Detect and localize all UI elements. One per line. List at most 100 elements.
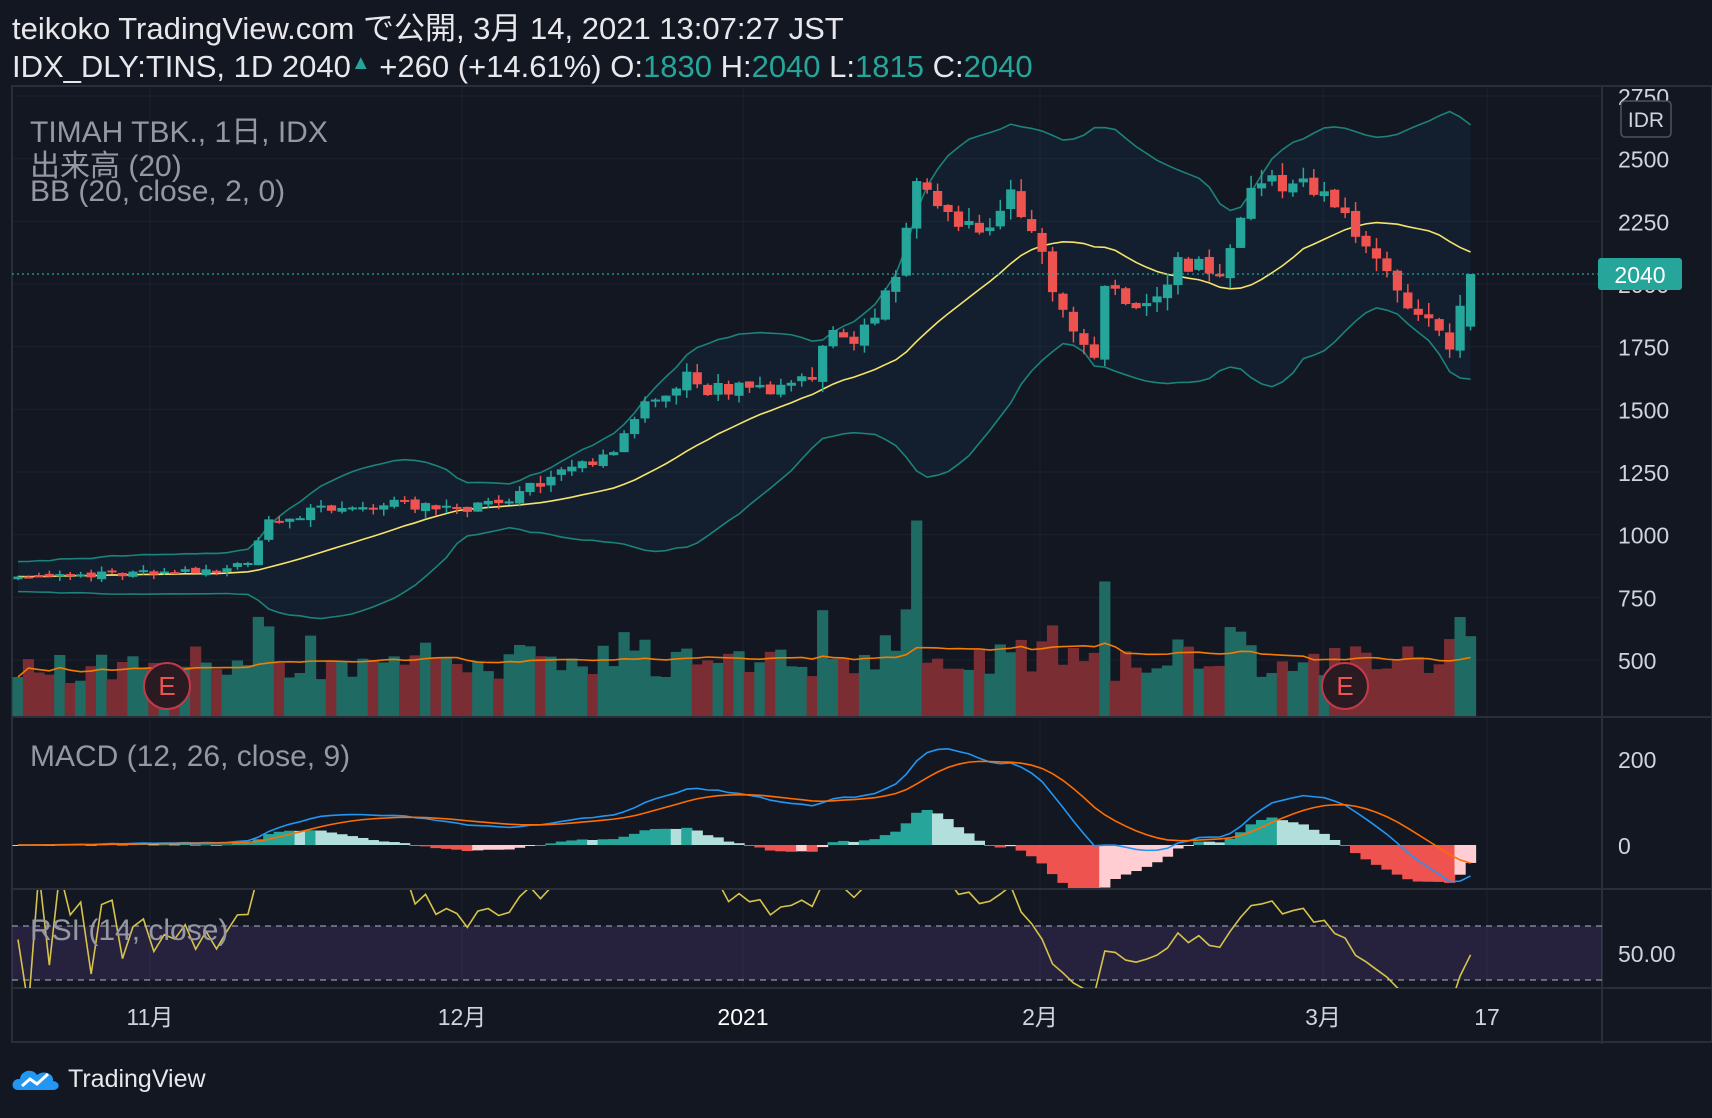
macd-histogram-bar	[419, 845, 432, 847]
candle	[191, 567, 201, 574]
candle	[107, 570, 117, 573]
candle	[76, 574, 86, 577]
volume-bar	[1245, 645, 1257, 716]
candle	[462, 506, 472, 512]
volume-bar	[106, 679, 118, 716]
rsi-tick-label: 50.00	[1618, 941, 1676, 967]
price-tick-label: 1250	[1618, 460, 1669, 486]
candle	[1006, 189, 1016, 210]
volume-bar	[346, 676, 358, 716]
volume-bar	[566, 658, 578, 716]
tradingview-logo[interactable]: TradingView	[12, 1064, 206, 1094]
high-value: 2040	[751, 49, 821, 84]
volume-bar	[545, 656, 557, 716]
macd-layer	[12, 748, 1477, 888]
macd-histogram-bar	[1464, 845, 1477, 863]
candle	[1424, 314, 1434, 319]
candle	[828, 330, 838, 347]
volume-bar	[555, 670, 567, 716]
macd-histogram-bar	[190, 844, 202, 846]
macd-histogram-bar	[200, 844, 212, 846]
volume-bar	[1224, 627, 1236, 716]
volume-bar	[670, 651, 682, 716]
candle	[1204, 256, 1214, 274]
ohlc-header: IDX_DLY:TINS, 1D 2040▲ +260 (+14.61%) O:…	[12, 46, 1033, 84]
candle	[1058, 293, 1068, 310]
last-price-badge	[1598, 257, 1682, 290]
macd-histogram-bar	[576, 839, 588, 845]
macd-histogram-bar	[482, 845, 494, 850]
bb-lower-line	[17, 307, 1471, 620]
candle	[995, 210, 1005, 227]
macd-histogram-bar	[587, 840, 599, 845]
macd-histogram-bar	[231, 843, 244, 845]
candle	[974, 222, 984, 233]
macd-histogram-bar	[1423, 845, 1435, 882]
candle	[368, 507, 378, 510]
volume-bar	[231, 660, 244, 716]
macd-histogram-bar	[639, 830, 651, 845]
candle	[1037, 232, 1047, 252]
candle	[65, 573, 75, 576]
candle	[880, 290, 890, 320]
macd-histogram-bar	[1224, 838, 1236, 845]
macd-histogram-bar	[1350, 845, 1362, 854]
macd-histogram-bar	[284, 830, 296, 845]
volume-bar	[1391, 659, 1403, 716]
macd-histogram-bar	[221, 844, 233, 846]
volume-bar	[660, 677, 672, 716]
volume-bar	[1297, 662, 1309, 716]
macd-histogram-bar	[858, 840, 871, 845]
rsi-line	[17, 890, 1472, 988]
volume-bar	[1444, 639, 1456, 716]
volume-bar	[43, 674, 55, 716]
volume-bar	[367, 659, 379, 716]
macd-histogram-bar	[1193, 841, 1205, 845]
price-tick-label: 1750	[1618, 335, 1669, 361]
macd-histogram-bar	[1161, 845, 1174, 857]
legend-rsi: RSI (14, close)	[30, 914, 229, 947]
candle	[170, 572, 180, 575]
volume-bar	[911, 520, 923, 716]
candle	[964, 220, 974, 225]
volume-bar	[409, 655, 421, 716]
macd-histogram-bar	[670, 828, 682, 845]
grid-lines	[11, 85, 1712, 1044]
legend-symbol: TIMAH TBK., 1日, IDX	[30, 116, 328, 149]
macd-histogram-bar	[440, 845, 453, 849]
macd-histogram-bar	[1141, 845, 1153, 867]
candle	[734, 382, 744, 396]
macd-tick-label: 200	[1618, 747, 1656, 773]
candle	[891, 276, 901, 292]
candle	[525, 482, 535, 493]
volume-bar	[482, 671, 494, 716]
signal-line	[17, 760, 1471, 864]
volume-bar	[294, 672, 306, 716]
candle	[379, 505, 389, 510]
macd-histogram-bar	[346, 836, 358, 845]
candle	[1392, 270, 1402, 291]
macd-histogram-bar	[1444, 845, 1456, 883]
macd-histogram-bar	[430, 845, 442, 849]
candle	[34, 575, 44, 578]
volume-ma-line	[17, 642, 1471, 678]
candle	[1361, 235, 1371, 247]
candle	[556, 469, 566, 475]
volume-bar	[869, 669, 881, 716]
volume-bar	[461, 672, 473, 716]
volume-bar	[1214, 665, 1226, 716]
macd-histogram-bar	[942, 819, 954, 845]
candle	[1413, 308, 1423, 315]
candle	[1330, 189, 1340, 208]
change-value: +260 (+14.61%)	[379, 49, 602, 84]
candle	[441, 505, 452, 508]
volume-bar	[1151, 668, 1163, 716]
macd-histogram-bar	[378, 841, 390, 845]
macd-histogram-bar	[1214, 842, 1226, 845]
candle	[117, 572, 128, 577]
legend-volume: 出来高 (20)	[30, 150, 182, 183]
macd-histogram-bar	[325, 832, 338, 845]
macd-histogram-bar	[1339, 845, 1351, 846]
candle	[347, 507, 357, 510]
